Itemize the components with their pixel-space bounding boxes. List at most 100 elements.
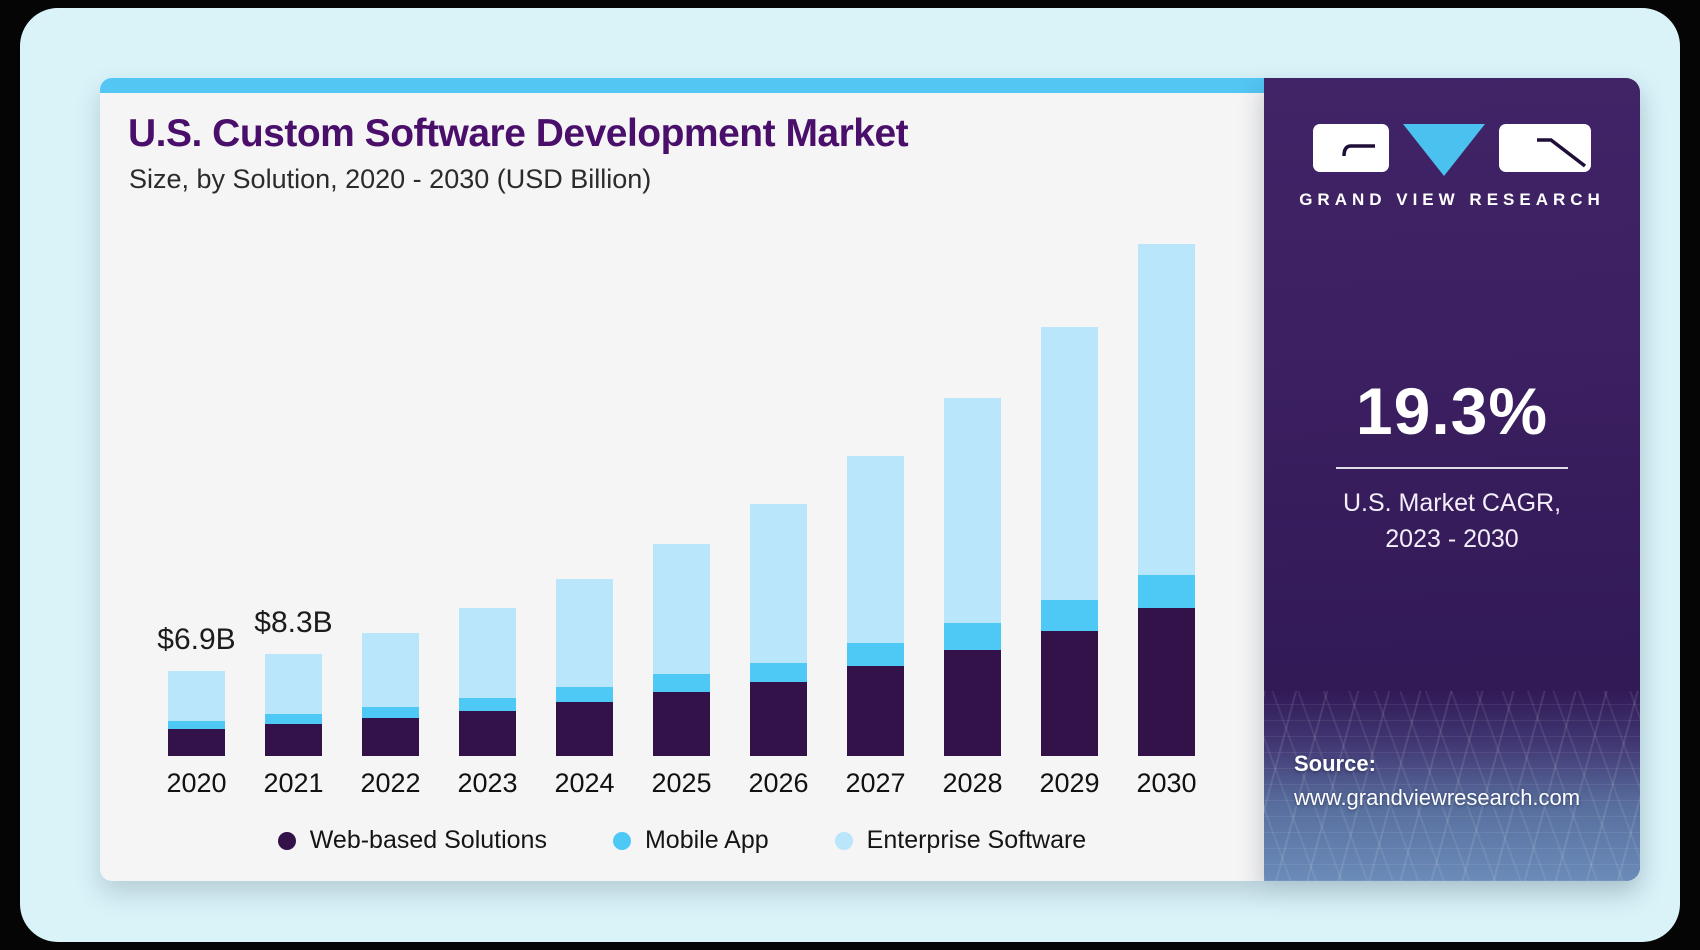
bar-group-2028: 2028 (942, 398, 1003, 798)
bar-group-2024: 2024 (554, 578, 615, 798)
bar-segment-web-based-solutions-2029 (1041, 630, 1098, 756)
chart-subtitle: Size, by Solution, 2020 - 2030 (USD Bill… (129, 164, 652, 194)
cagr-block: 19.3% U.S. Market CAGR, 2023 - 2030 (1264, 373, 1640, 558)
cagr-value: 19.3% (1355, 374, 1549, 448)
bar-2028 (944, 398, 1001, 756)
bar-segment-mobile-app-2023 (459, 698, 516, 711)
logo-letter-r-icon (1499, 124, 1591, 172)
bar-group-2030: 2030 (1136, 244, 1197, 798)
bar-segment-enterprise-software-2025 (653, 544, 710, 675)
x-axis-label-2027: 2027 (845, 768, 906, 798)
x-axis-label-2021: 2021 (263, 768, 324, 798)
bar-2029 (1041, 326, 1098, 756)
x-axis-label-2022: 2022 (360, 768, 421, 798)
x-axis-label-2023: 2023 (457, 768, 518, 798)
bar-segment-enterprise-software-2028 (944, 398, 1001, 624)
bar-segment-mobile-app-2021 (265, 714, 322, 725)
bar-segment-web-based-solutions-2027 (847, 666, 904, 756)
bar-group-2026: 2026 (748, 503, 809, 798)
bar-segment-mobile-app-2027 (847, 642, 904, 667)
bar-segment-web-based-solutions-2024 (556, 701, 613, 756)
legend-label-mobile-app: Mobile App (644, 826, 769, 854)
bar-segment-mobile-app-2024 (556, 687, 613, 702)
brand-sidebar: GRAND VIEW RESEARCH 19.3% U.S. Market CA… (1264, 78, 1640, 881)
bar-group-2029: 2029 (1039, 326, 1100, 798)
bar-2024 (556, 578, 613, 756)
cagr-label-line1: U.S. Market CAGR, (1342, 489, 1562, 517)
x-axis-label-2024: 2024 (554, 768, 615, 798)
bar-segment-mobile-app-2028 (944, 623, 1001, 651)
logo-triangle-icon (1403, 124, 1485, 176)
source-label: Source: (1294, 751, 1376, 776)
legend-item-web-based-solutions: Web-based Solutions (277, 826, 547, 855)
stacked-bar-chart: $6.9B 2020 $8.3B 2021 2022 2023 2024 2025 2026 20… (157, 244, 1197, 798)
legend-dot-mobile-app (612, 831, 631, 850)
bar-2022 (362, 633, 419, 756)
chart-panel: U.S. Custom Software Development Market … (100, 78, 1264, 881)
legend-dot-web-based-solutions (277, 831, 296, 850)
legend-label-enterprise-software: Enterprise Software (866, 826, 1087, 854)
total-value-label-2021: $8.3B (254, 605, 333, 639)
cagr-label-line2: 2023 - 2030 (1385, 525, 1519, 554)
bar-segment-web-based-solutions-2021 (265, 724, 322, 756)
bar-segment-web-based-solutions-2025 (653, 692, 710, 756)
bar-segment-enterprise-software-2020 (168, 671, 225, 721)
bar-group-2023: 2023 (457, 608, 518, 798)
bar-segment-enterprise-software-2022 (362, 633, 419, 707)
gvr-logo (1264, 124, 1640, 176)
x-axis-label-2026: 2026 (748, 768, 809, 798)
card-background: U.S. Custom Software Development Market … (20, 8, 1680, 942)
bar-2026 (750, 503, 807, 756)
bar-group-2020: $6.9B 2020 (157, 623, 235, 798)
bar-2030 (1138, 244, 1195, 756)
legend-label-web-based-solutions: Web-based Solutions (309, 826, 547, 854)
legend-dot-enterprise-software (834, 831, 853, 850)
source-url: www.grandviewresearch.com (1294, 785, 1581, 810)
bar-group-2025: 2025 (651, 544, 712, 798)
bar-segment-enterprise-software-2026 (750, 503, 807, 663)
bar-segment-mobile-app-2022 (362, 706, 419, 718)
bar-segment-enterprise-software-2024 (556, 578, 613, 688)
bar-2020 (168, 671, 225, 756)
bar-segment-web-based-solutions-2028 (944, 650, 1001, 756)
chart-header: U.S. Custom Software Development Market … (128, 112, 909, 195)
x-axis-label-2025: 2025 (651, 768, 712, 798)
x-axis-label-2029: 2029 (1039, 768, 1100, 798)
sidebar-footer-texture (1264, 691, 1640, 881)
bar-segment-enterprise-software-2023 (459, 608, 516, 699)
bar-2021 (265, 653, 322, 756)
bar-segment-mobile-app-2030 (1138, 575, 1195, 609)
top-accent-bar (100, 78, 1264, 93)
bar-segment-mobile-app-2026 (750, 662, 807, 683)
bar-group-2022: 2022 (360, 633, 421, 798)
bar-segment-mobile-app-2025 (653, 674, 710, 693)
bar-group-2021: $8.3B 2021 (254, 606, 332, 798)
bar-segment-web-based-solutions-2023 (459, 710, 516, 756)
bar-segment-enterprise-software-2029 (1041, 326, 1098, 600)
x-axis-label-2020: 2020 (166, 768, 227, 798)
brand-name: GRAND VIEW RESEARCH (1299, 190, 1605, 209)
bar-segment-web-based-solutions-2022 (362, 717, 419, 756)
x-axis-label-2030: 2030 (1136, 768, 1197, 798)
bar-segment-enterprise-software-2021 (265, 653, 322, 715)
bar-segment-enterprise-software-2030 (1138, 244, 1195, 576)
total-value-label-2020: $6.9B (157, 623, 236, 657)
chart-title: U.S. Custom Software Development Market (128, 112, 909, 155)
bar-segment-mobile-app-2020 (168, 720, 225, 729)
bar-segment-web-based-solutions-2026 (750, 682, 807, 756)
bar-segment-web-based-solutions-2020 (168, 728, 225, 756)
bar-segment-enterprise-software-2027 (847, 455, 904, 643)
chart-legend: Web-based Solutions Mobile App Enterprise … (100, 826, 1264, 855)
legend-item-enterprise-software: Enterprise Software (834, 826, 1087, 855)
bar-segment-mobile-app-2029 (1041, 599, 1098, 631)
bar-2027 (847, 455, 904, 756)
bar-segment-web-based-solutions-2030 (1138, 608, 1195, 756)
bar-group-2027: 2027 (845, 455, 906, 798)
legend-item-mobile-app: Mobile App (612, 826, 769, 855)
bar-2023 (459, 608, 516, 756)
source-block: Source: www.grandviewresearch.com (1294, 751, 1580, 811)
logo-letter-g-icon (1313, 124, 1389, 172)
bar-2025 (653, 544, 710, 756)
cagr-divider (1336, 467, 1568, 469)
